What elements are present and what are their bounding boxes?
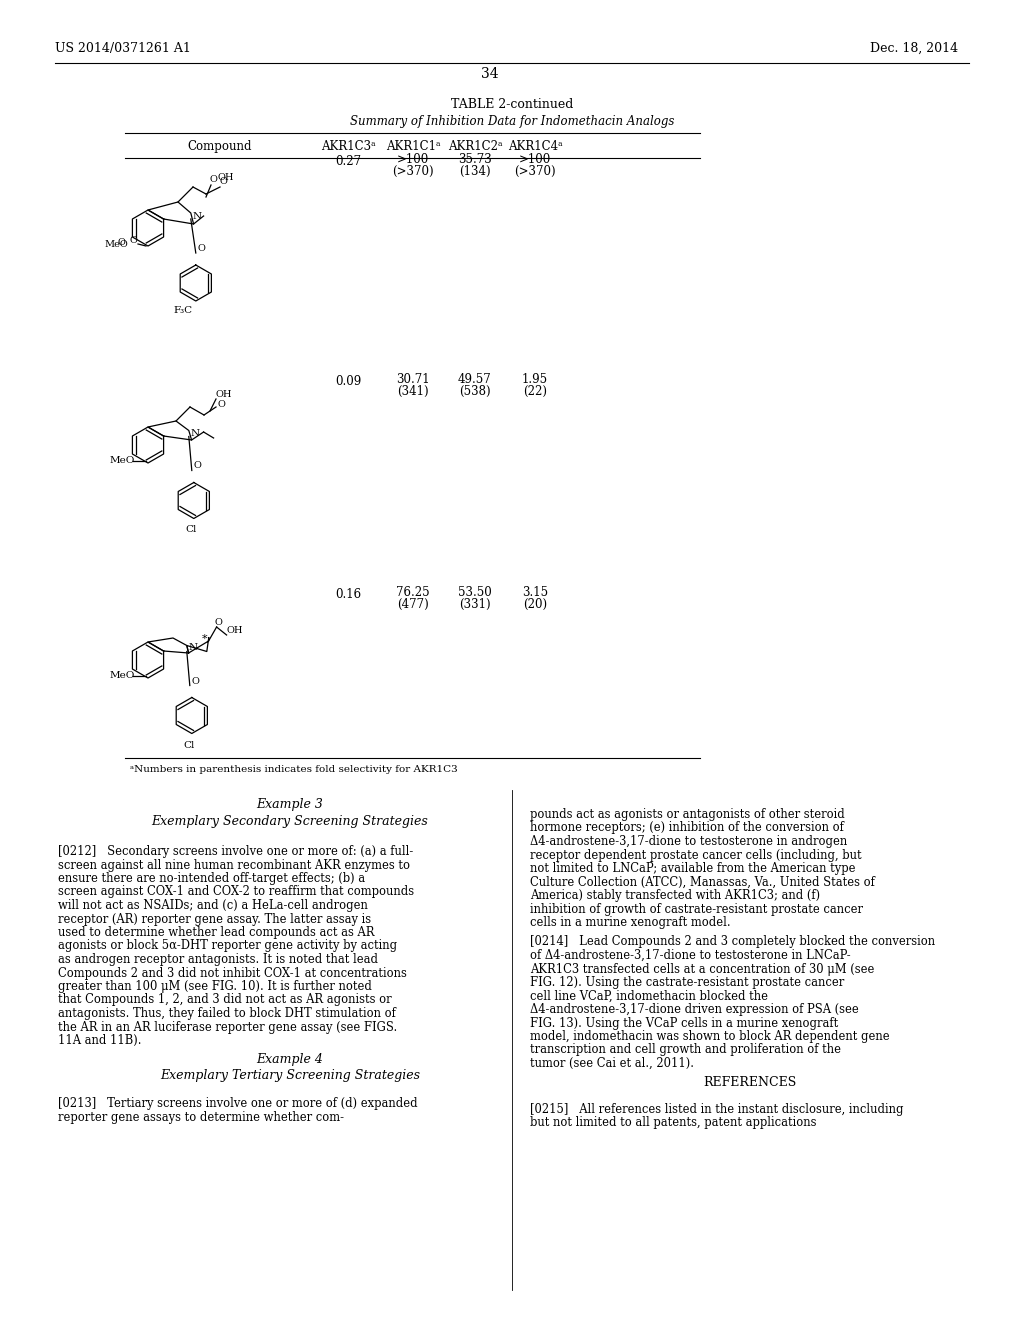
Text: O: O bbox=[220, 177, 228, 186]
Text: receptor (AR) reporter gene assay. The latter assay is: receptor (AR) reporter gene assay. The l… bbox=[58, 912, 371, 925]
Text: (538): (538) bbox=[459, 385, 490, 399]
Text: N: N bbox=[190, 429, 200, 437]
Text: screen against all nine human recombinant AKR enzymes to: screen against all nine human recombinan… bbox=[58, 858, 410, 871]
Text: O: O bbox=[130, 236, 138, 246]
Text: O: O bbox=[118, 238, 126, 247]
Text: 30.71: 30.71 bbox=[396, 374, 430, 385]
Text: 49.57: 49.57 bbox=[458, 374, 492, 385]
Text: REFERENCES: REFERENCES bbox=[703, 1076, 797, 1089]
Text: Example 3: Example 3 bbox=[257, 799, 324, 810]
Text: >100: >100 bbox=[397, 153, 429, 166]
Text: greater than 100 μM (see FIG. 10). It is further noted: greater than 100 μM (see FIG. 10). It is… bbox=[58, 979, 372, 993]
Text: AKR1C4ᵃ: AKR1C4ᵃ bbox=[508, 140, 562, 153]
Text: O: O bbox=[198, 244, 206, 253]
Text: (341): (341) bbox=[397, 385, 429, 399]
Text: pounds act as agonists or antagonists of other steroid: pounds act as agonists or antagonists of… bbox=[530, 808, 845, 821]
Text: Δ4-androstene-3,17-dione driven expression of PSA (see: Δ4-androstene-3,17-dione driven expressi… bbox=[530, 1003, 859, 1016]
Text: FIG. 13). Using the VCaP cells in a murine xenograft: FIG. 13). Using the VCaP cells in a muri… bbox=[530, 1016, 839, 1030]
Text: AKR1C3ᵃ: AKR1C3ᵃ bbox=[321, 140, 376, 153]
Text: ensure there are no-intended off-target effects; (b) a: ensure there are no-intended off-target … bbox=[58, 873, 366, 884]
Text: as androgen receptor antagonists. It is noted that lead: as androgen receptor antagonists. It is … bbox=[58, 953, 378, 966]
Text: the AR in an AR luciferase reporter gene assay (see FIGS.: the AR in an AR luciferase reporter gene… bbox=[58, 1020, 397, 1034]
Text: agonists or block 5α-DHT reporter gene activity by acting: agonists or block 5α-DHT reporter gene a… bbox=[58, 940, 397, 953]
Text: F₃C: F₃C bbox=[174, 306, 193, 315]
Text: 0.09: 0.09 bbox=[335, 375, 361, 388]
Text: transcription and cell growth and proliferation of the: transcription and cell growth and prolif… bbox=[530, 1044, 841, 1056]
Text: (22): (22) bbox=[523, 385, 547, 399]
Text: TABLE 2-continued: TABLE 2-continued bbox=[451, 98, 573, 111]
Text: 53.50: 53.50 bbox=[458, 586, 492, 599]
Text: O: O bbox=[218, 400, 226, 409]
Text: tumor (see Cai et al., 2011).: tumor (see Cai et al., 2011). bbox=[530, 1057, 694, 1071]
Text: Δ4-androstene-3,17-dione to testosterone in androgen: Δ4-androstene-3,17-dione to testosterone… bbox=[530, 836, 847, 847]
Text: screen against COX-1 and COX-2 to reaffirm that compounds: screen against COX-1 and COX-2 to reaffi… bbox=[58, 886, 414, 899]
Text: Cl: Cl bbox=[185, 525, 198, 535]
Text: not limited to LNCaP; available from the American type: not limited to LNCaP; available from the… bbox=[530, 862, 855, 875]
Text: [0212]   Secondary screens involve one or more of: (a) a full-: [0212] Secondary screens involve one or … bbox=[58, 845, 414, 858]
Text: cell line VCaP, indomethacin blocked the: cell line VCaP, indomethacin blocked the bbox=[530, 990, 768, 1002]
Text: 11A and 11B).: 11A and 11B). bbox=[58, 1034, 141, 1047]
Text: 35.73: 35.73 bbox=[458, 153, 492, 166]
Text: inhibition of growth of castrate-resistant prostate cancer: inhibition of growth of castrate-resista… bbox=[530, 903, 863, 916]
Text: (477): (477) bbox=[397, 598, 429, 611]
Text: Exemplary Secondary Screening Strategies: Exemplary Secondary Screening Strategies bbox=[152, 814, 428, 828]
Text: 3.15: 3.15 bbox=[522, 586, 548, 599]
Text: hormone receptors; (e) inhibition of the conversion of: hormone receptors; (e) inhibition of the… bbox=[530, 821, 844, 834]
Text: MeO: MeO bbox=[104, 240, 128, 249]
Text: 1.95: 1.95 bbox=[522, 374, 548, 385]
Text: US 2014/0371261 A1: US 2014/0371261 A1 bbox=[55, 42, 190, 55]
Text: Exemplary Tertiary Screening Strategies: Exemplary Tertiary Screening Strategies bbox=[160, 1069, 420, 1082]
Text: 0.16: 0.16 bbox=[335, 587, 361, 601]
Text: (>370): (>370) bbox=[392, 165, 434, 178]
Text: Compound: Compound bbox=[187, 140, 252, 153]
Text: N: N bbox=[193, 213, 202, 220]
Text: [0215]   All references listed in the instant disclosure, including: [0215] All references listed in the inst… bbox=[530, 1102, 903, 1115]
Text: but not limited to all patents, patent applications: but not limited to all patents, patent a… bbox=[530, 1115, 816, 1129]
Text: (>370): (>370) bbox=[514, 165, 556, 178]
Text: (331): (331) bbox=[459, 598, 490, 611]
Text: *: * bbox=[202, 634, 208, 644]
Text: (134): (134) bbox=[459, 165, 490, 178]
Text: [0213]   Tertiary screens involve one or more of (d) expanded: [0213] Tertiary screens involve one or m… bbox=[58, 1097, 418, 1110]
Text: O: O bbox=[215, 618, 222, 627]
Text: receptor dependent prostate cancer cells (including, but: receptor dependent prostate cancer cells… bbox=[530, 849, 861, 862]
Text: Cl: Cl bbox=[183, 741, 196, 750]
Text: FIG. 12). Using the castrate-resistant prostate cancer: FIG. 12). Using the castrate-resistant p… bbox=[530, 975, 844, 989]
Text: reporter gene assays to determine whether com-: reporter gene assays to determine whethe… bbox=[58, 1111, 344, 1125]
Text: >100: >100 bbox=[519, 153, 551, 166]
Text: O: O bbox=[191, 676, 200, 685]
Text: used to determine whether lead compounds act as AR: used to determine whether lead compounds… bbox=[58, 927, 375, 939]
Text: Example 4: Example 4 bbox=[257, 1052, 324, 1065]
Text: [0214]   Lead Compounds 2 and 3 completely blocked the conversion: [0214] Lead Compounds 2 and 3 completely… bbox=[530, 936, 935, 949]
Text: 34: 34 bbox=[481, 67, 499, 81]
Text: cells in a murine xenograft model.: cells in a murine xenograft model. bbox=[530, 916, 731, 929]
Text: 0.27: 0.27 bbox=[335, 154, 361, 168]
Text: (20): (20) bbox=[523, 598, 547, 611]
Text: ᵃNumbers in parenthesis indicates fold selectivity for AKR1C3: ᵃNumbers in parenthesis indicates fold s… bbox=[130, 766, 458, 774]
Text: O: O bbox=[210, 176, 218, 183]
Text: Culture Collection (ATCC), Manassas, Va., United States of: Culture Collection (ATCC), Manassas, Va.… bbox=[530, 875, 874, 888]
Text: Summary of Inhibition Data for Indomethacin Analogs: Summary of Inhibition Data for Indometha… bbox=[350, 115, 674, 128]
Text: America) stably transfected with AKR1C3; and (f): America) stably transfected with AKR1C3;… bbox=[530, 888, 820, 902]
Text: OH: OH bbox=[226, 626, 243, 635]
Text: model, indomethacin was shown to block AR dependent gene: model, indomethacin was shown to block A… bbox=[530, 1030, 890, 1043]
Text: will not act as NSAIDs; and (c) a HeLa-cell androgen: will not act as NSAIDs; and (c) a HeLa-c… bbox=[58, 899, 368, 912]
Text: AKR1C1ᵃ: AKR1C1ᵃ bbox=[386, 140, 440, 153]
Text: MeO: MeO bbox=[110, 455, 135, 465]
Text: AKR1C2ᵃ: AKR1C2ᵃ bbox=[447, 140, 502, 153]
Text: N: N bbox=[188, 644, 198, 652]
Text: antagonists. Thus, they failed to block DHT stimulation of: antagonists. Thus, they failed to block … bbox=[58, 1007, 396, 1020]
Text: that Compounds 1, 2, and 3 did not act as AR agonists or: that Compounds 1, 2, and 3 did not act a… bbox=[58, 994, 391, 1006]
Text: of Δ4-androstene-3,17-dione to testosterone in LNCaP-: of Δ4-androstene-3,17-dione to testoster… bbox=[530, 949, 851, 962]
Text: OH: OH bbox=[218, 173, 234, 182]
Text: MeO: MeO bbox=[110, 671, 135, 680]
Text: OH: OH bbox=[216, 389, 232, 399]
Text: Compounds 2 and 3 did not inhibit COX-1 at concentrations: Compounds 2 and 3 did not inhibit COX-1 … bbox=[58, 966, 407, 979]
Text: O: O bbox=[194, 462, 202, 470]
Text: 76.25: 76.25 bbox=[396, 586, 430, 599]
Text: Dec. 18, 2014: Dec. 18, 2014 bbox=[870, 42, 958, 55]
Text: AKR1C3 transfected cells at a concentration of 30 μM (see: AKR1C3 transfected cells at a concentrat… bbox=[530, 962, 874, 975]
